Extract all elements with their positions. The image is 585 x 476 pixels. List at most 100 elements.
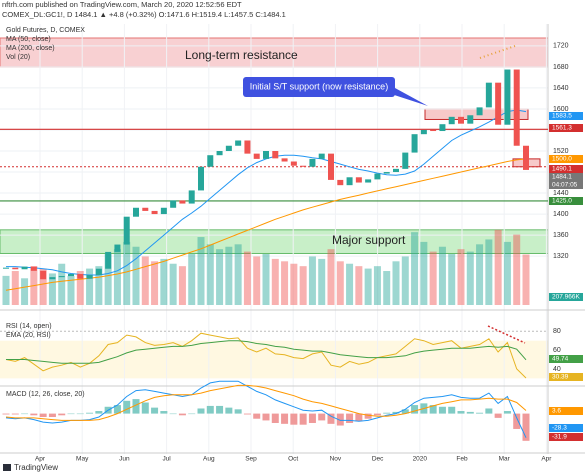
volume-bar (58, 263, 66, 305)
volume-bar (2, 275, 10, 305)
macd-histogram (466, 411, 474, 414)
macd-histogram (411, 405, 419, 414)
macd-histogram (188, 413, 196, 415)
candle (346, 177, 353, 186)
macd-histogram (401, 409, 409, 414)
volume-bar (522, 254, 530, 305)
background (0, 24, 549, 454)
rsi-ema-title: EMA (20, RSI) (6, 332, 51, 339)
candle (504, 69, 511, 125)
macd-histogram (336, 413, 344, 426)
volume-bar (48, 273, 56, 305)
volume-bar (21, 278, 29, 305)
macd-histogram (160, 411, 168, 414)
candle (263, 151, 269, 159)
annotation: Initial S/T support (now resistance) (250, 81, 388, 91)
x-tick-label: Nov (330, 456, 342, 463)
price-badge (549, 173, 583, 181)
macd-histogram (522, 413, 530, 441)
price-badge-label: -31.9 (552, 434, 567, 441)
macd-histogram (243, 413, 251, 415)
price-badge-label: 30.39 (552, 374, 569, 381)
price-badge-label: 1484.1 (552, 174, 572, 181)
volume-bar (290, 263, 298, 305)
macd-histogram (392, 411, 400, 414)
volume-bar (383, 271, 391, 305)
macd-histogram (2, 413, 10, 415)
rsi-line (5, 332, 527, 379)
y-tick-label: 1400 (553, 211, 569, 218)
macd-histogram (123, 400, 131, 414)
macd-histogram (30, 413, 38, 416)
volume-bar (123, 241, 131, 305)
volume-bar (308, 256, 316, 305)
volume-bar (438, 246, 446, 305)
macd-histogram (48, 413, 56, 418)
rsi-band (0, 340, 548, 379)
volume-bar (243, 251, 251, 305)
macd-histogram (503, 411, 511, 414)
macd-histogram (327, 413, 335, 424)
volume-bar (253, 256, 261, 305)
annotation: Long-term resistance (185, 48, 298, 62)
legend-ma200: MA (200, close) (6, 45, 55, 52)
candle (151, 210, 158, 215)
x-tick-label: Mar (499, 456, 511, 463)
price-badge (549, 293, 583, 301)
macd-histogram (21, 413, 29, 415)
volume-bar (178, 266, 186, 305)
candle (476, 107, 483, 116)
candle (188, 190, 195, 204)
volume-bar (327, 249, 335, 305)
x-tick-label: Jun (119, 456, 130, 463)
volume-bar (448, 254, 456, 305)
rsi-ema-line (6, 340, 527, 364)
price-badge (549, 155, 583, 163)
macd-histogram (513, 413, 521, 429)
candle (420, 129, 427, 135)
volume-bar (281, 261, 289, 305)
candle (402, 152, 409, 169)
x-tick-label: Dec (372, 456, 384, 463)
volume-bar (234, 244, 242, 305)
annotation-arrow (385, 88, 428, 106)
rsi-tick-label: 80 (553, 328, 561, 335)
volume-bar (476, 244, 484, 305)
legend-ma50: MA (50, close) (6, 36, 51, 43)
signal-line (5, 384, 527, 421)
macd-histogram (216, 405, 224, 414)
volume-bar (225, 246, 233, 305)
candle (133, 207, 139, 217)
trend-dots (487, 325, 526, 344)
macd-histogram (58, 413, 66, 416)
candle (95, 268, 102, 276)
volume-bar (197, 237, 205, 305)
volume-bar (401, 256, 409, 305)
macd-histogram (225, 407, 233, 414)
volume-bar (39, 268, 47, 305)
x-tick-label: Sep (245, 456, 257, 463)
price-badge (549, 165, 583, 173)
price-badge-label: 207.966K (552, 294, 580, 301)
macd-title: MACD (12, 26, close, 20) (6, 391, 85, 398)
candle (86, 275, 93, 279)
published: nftrh.com published on TradingView.com, … (2, 0, 242, 9)
candle (448, 116, 455, 125)
y-tick-label: 1520 (553, 148, 569, 155)
candle (281, 158, 288, 162)
candle (495, 82, 502, 125)
y-tick-label: 1320 (553, 253, 569, 260)
x-tick-label: Jul (162, 456, 171, 463)
price-badge-label: 04:07:05 (552, 182, 578, 189)
macd-histogram (113, 405, 121, 414)
candle (198, 166, 204, 191)
candle (12, 267, 19, 270)
macd-histogram (271, 413, 279, 423)
y-tick-label: 1440 (553, 190, 569, 197)
volume-bar (494, 229, 502, 305)
volume-bar (206, 244, 214, 305)
volume-bar (513, 234, 521, 305)
price-badge (549, 407, 583, 415)
volume-bar (420, 241, 428, 305)
